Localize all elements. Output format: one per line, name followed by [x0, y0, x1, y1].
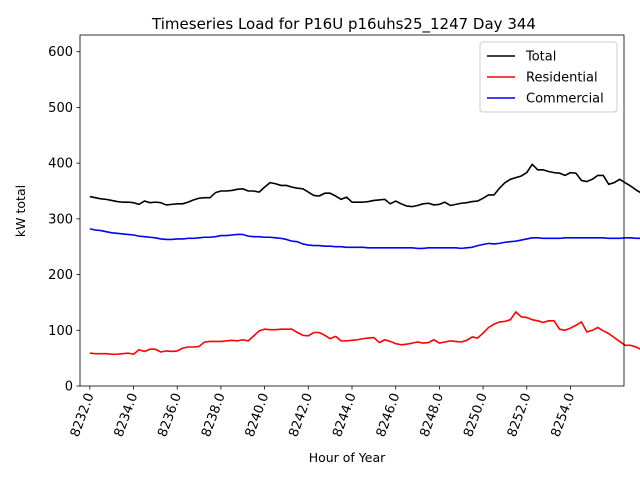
y-tick-label-500: 500: [48, 101, 73, 116]
legend-label-commercial: Commercial: [526, 92, 604, 107]
y-tick-label-200: 200: [48, 268, 73, 283]
y-tick-label-400: 400: [48, 157, 73, 172]
y-axis: 0 100 200 300 400 500 600: [48, 45, 80, 395]
legend: Total Residential Commercial: [479, 41, 618, 113]
series-line-commercial: [89, 228, 640, 250]
legend-label-total: Total: [525, 50, 556, 65]
legend-label-residential: Residential: [526, 71, 598, 86]
chart-title: Timeseries Load for P16U p16uhs25_1247 D…: [151, 15, 536, 34]
y-axis-title: kW total: [13, 185, 28, 237]
y-tick-label-300: 300: [48, 212, 73, 227]
series-line-residential: [89, 311, 640, 356]
series-lines: [89, 163, 640, 356]
series-line-total: [89, 163, 640, 208]
y-tick-label-600: 600: [48, 45, 73, 60]
y-tick-label-100: 100: [48, 324, 73, 339]
x-axis-title: Hour of Year: [309, 450, 386, 465]
legend-box: [479, 41, 618, 113]
y-tick-label-0: 0: [65, 380, 73, 395]
